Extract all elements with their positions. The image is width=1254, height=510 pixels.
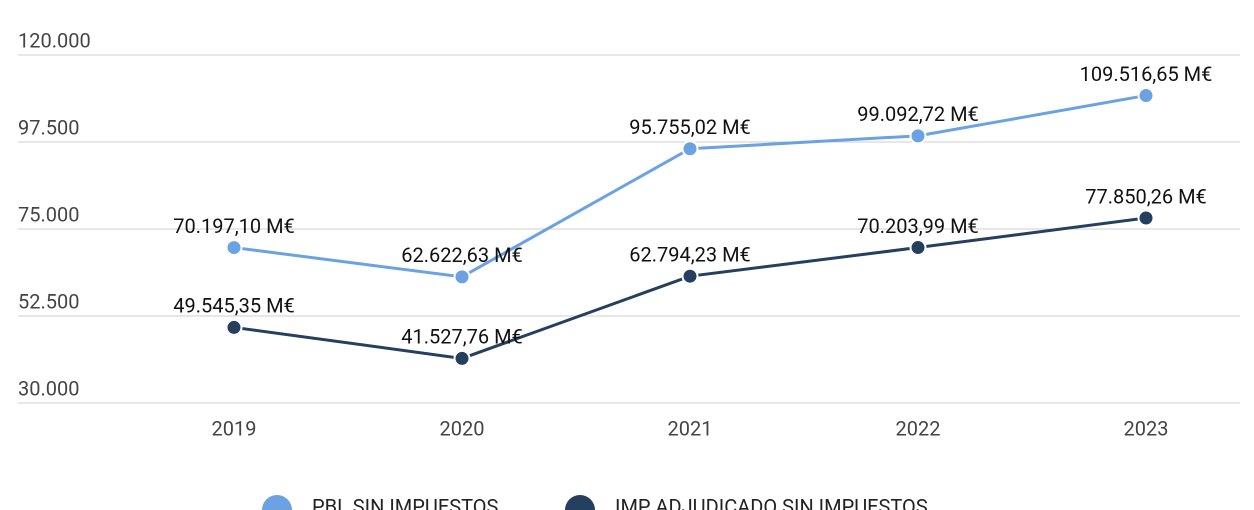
- data-point: [453, 349, 471, 367]
- data-label: 49.545,35 M€: [173, 294, 295, 318]
- data-point: [225, 239, 243, 257]
- series-line: [233, 216, 1147, 360]
- y-tick-label: 30.000: [18, 376, 79, 400]
- data-point: [909, 239, 927, 257]
- data-point: [681, 140, 699, 158]
- y-tick-label: 52.500: [18, 289, 79, 313]
- y-tick-label: 75.000: [18, 202, 79, 226]
- data-label: 95.755,02 M€: [629, 115, 751, 139]
- data-label: 99.092,72 M€: [857, 102, 979, 126]
- legend-swatch: [565, 495, 595, 510]
- data-label: 62.622,63 M€: [401, 243, 523, 267]
- x-tick-label: 2023: [1124, 416, 1169, 440]
- data-point: [225, 318, 243, 336]
- data-point: [681, 267, 699, 285]
- x-tick-label: 2019: [212, 416, 257, 440]
- x-tick-label: 2021: [668, 416, 713, 440]
- y-tick-label: 120.000: [18, 28, 91, 52]
- legend-label: IMP ADJUDICADO SIN IMPUESTOS: [615, 494, 928, 510]
- data-point: [453, 268, 471, 286]
- data-point: [1137, 209, 1155, 227]
- y-tick-label: 97.500: [18, 115, 79, 139]
- data-label: 70.203,99 M€: [857, 214, 979, 238]
- x-tick-label: 2020: [440, 416, 485, 440]
- legend-swatch: [262, 495, 292, 510]
- data-point: [1137, 87, 1155, 105]
- data-label: 41.527,76 M€: [401, 325, 523, 349]
- legend-label: PBL SIN IMPUESTOS: [312, 494, 499, 510]
- data-label: 62.794,23 M€: [629, 242, 751, 266]
- data-label: 77.850,26 M€: [1085, 184, 1207, 208]
- data-label: 70.197,10 M€: [173, 214, 295, 238]
- x-tick-label: 2022: [896, 416, 941, 440]
- data-point: [909, 127, 927, 145]
- data-label: 109.516,65 M€: [1080, 62, 1213, 86]
